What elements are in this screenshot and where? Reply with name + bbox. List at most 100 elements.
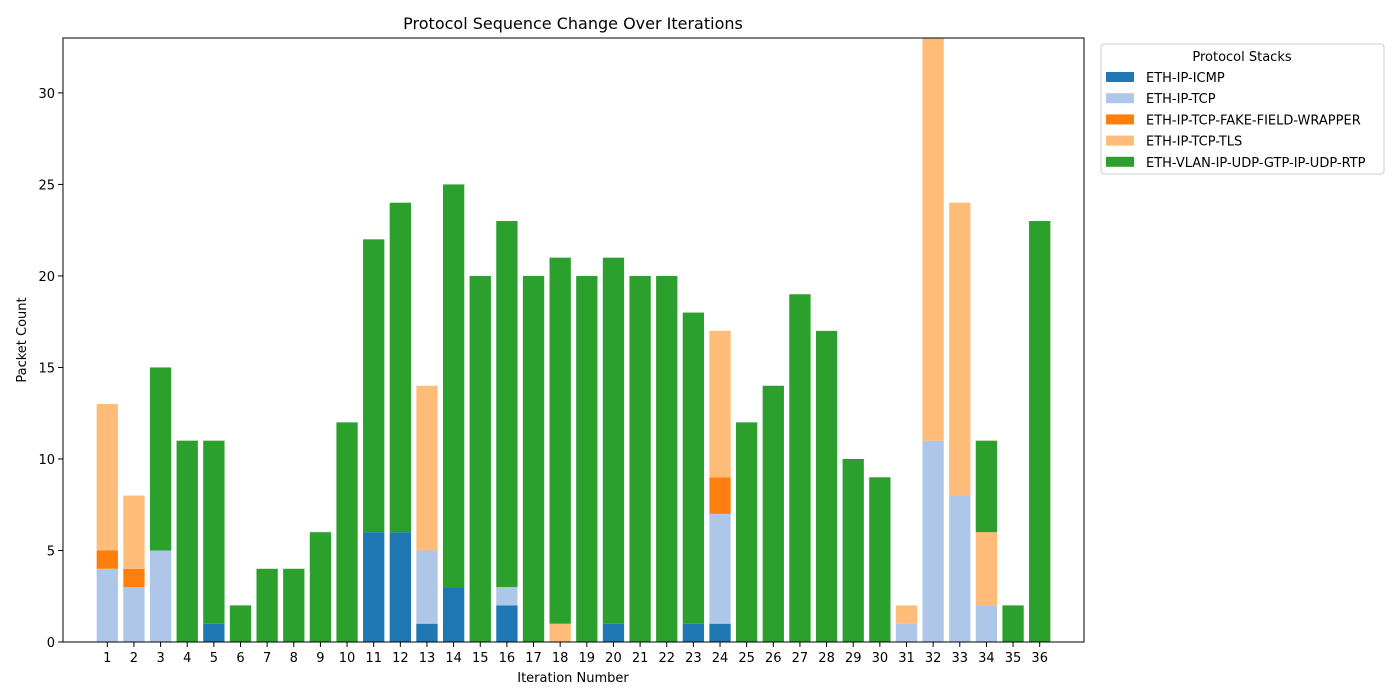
x-tick-label: 6: [236, 651, 244, 666]
bar-iter-16-series-0: [496, 605, 518, 642]
bar-iter-14-series-0: [442, 587, 465, 642]
x-tick-label: 19: [579, 651, 596, 666]
x-tick-label: 15: [472, 651, 489, 666]
bar-iter-3-series-4: [149, 367, 172, 551]
x-tick-label: 11: [365, 651, 382, 666]
x-tick-label: 18: [552, 651, 569, 666]
bar-iter-18-series-4: [549, 257, 571, 624]
legend-swatch-2: [1106, 114, 1134, 125]
x-tick-label: 26: [765, 651, 782, 666]
bar-iter-1-series-3: [96, 404, 118, 551]
x-tick-label: 34: [978, 651, 995, 666]
bar-iter-23-series-0: [682, 623, 705, 642]
legend-box: [1100, 43, 1385, 175]
bar-iter-8-series-4: [283, 568, 305, 642]
legend-label-4: ETH-VLAN-IP-UDP-GTP-IP-UDP-RTP: [1146, 156, 1366, 171]
bar-iter-15-series-4: [469, 275, 491, 642]
x-axis: 1 2 3 4 5 6 7 8 9 10 11 12 13 14 15 16 17 18 19 20 21 22 23 24 2…: [103, 642, 1048, 666]
y-tick-label: 30: [38, 87, 55, 102]
bar-iter-11-series-4: [363, 239, 385, 533]
bar-iter-10-series-4: [336, 422, 358, 642]
bar-iter-1-series-1: [96, 568, 118, 642]
bar-iter-33-series-1: [949, 495, 971, 642]
bar-iter-30-series-4: [869, 477, 891, 642]
x-tick-label: 8: [290, 651, 298, 666]
x-tick-label: 29: [845, 651, 862, 666]
x-tick-label: 22: [658, 651, 675, 666]
bar-iter-13-series-0: [416, 623, 438, 642]
y-tick-label: 10: [38, 453, 55, 468]
y-axis-title: Packet Count: [15, 297, 30, 382]
x-tick-label: 10: [339, 651, 356, 666]
legend-swatch-4: [1106, 156, 1134, 167]
y-tick-label: 5: [47, 544, 55, 559]
x-tick-label: 9: [316, 651, 324, 666]
x-tick-label: 2: [130, 651, 138, 666]
bar-iter-27-series-4: [789, 294, 811, 642]
y-tick-label: 25: [38, 178, 55, 193]
legend-swatch-0: [1106, 72, 1134, 82]
bar-iter-2-series-3: [123, 495, 145, 569]
x-tick-label: 16: [499, 651, 516, 666]
bar-iter-35-series-4: [1002, 605, 1024, 642]
y-axis: 0 5 10 15 20 25 30: [38, 87, 63, 651]
bar-iter-31-series-1: [895, 623, 918, 642]
bar-iter-34-series-4: [975, 440, 998, 533]
x-tick-label: 13: [419, 651, 436, 666]
x-tick-label: 1: [103, 651, 111, 666]
bar-iter-12-series-4: [389, 202, 411, 533]
bar-iter-16-series-4: [496, 221, 518, 588]
bar-iter-31-series-3: [895, 605, 918, 624]
x-tick-label: 28: [818, 651, 835, 666]
x-tick-label: 4: [183, 651, 191, 666]
legend: Protocol Stacks ETH-IP-ICMPETH-IP-TCPETH…: [1100, 43, 1385, 175]
plot-frame: [62, 37, 1085, 643]
bar-iter-13-series-1: [416, 550, 438, 624]
x-tick-label: 24: [712, 651, 729, 666]
bar-iter-25-series-4: [736, 422, 758, 642]
bar-iter-21-series-4: [629, 275, 651, 642]
x-tick-label: 17: [525, 651, 542, 666]
bar-iter-34-series-1: [975, 605, 998, 642]
y-tick-label: 0: [47, 636, 55, 651]
legend-label-2: ETH-IP-TCP-FAKE-FIELD-WRAPPER: [1146, 113, 1361, 128]
bar-iter-20-series-0: [602, 623, 625, 642]
bar-iter-12-series-0: [389, 532, 411, 642]
bar-iter-26-series-4: [762, 385, 784, 642]
bar-iter-2-series-2: [123, 568, 145, 588]
bar-iter-7-series-4: [256, 568, 278, 642]
bar-iter-32-series-3: [922, 38, 944, 441]
x-tick-label: 3: [156, 651, 164, 666]
x-tick-label: 20: [605, 651, 622, 666]
bar-iter-24-series-0: [709, 623, 731, 642]
bar-iter-22-series-4: [656, 275, 678, 642]
y-tick-label: 20: [38, 270, 55, 285]
bar-iter-32-series-1: [922, 440, 944, 642]
y-tick-label: 15: [38, 361, 55, 376]
bar-iter-17-series-4: [522, 275, 545, 642]
x-tick-label: 36: [1031, 651, 1048, 666]
bar-iter-3-series-1: [149, 550, 172, 642]
x-tick-label: 12: [392, 651, 409, 666]
x-tick-label: 35: [1005, 651, 1022, 666]
legend-label-3: ETH-IP-TCP-TLS: [1146, 135, 1242, 150]
x-tick-label: 7: [263, 651, 271, 666]
bar-iter-24-series-2: [709, 477, 731, 514]
bar-iter-23-series-4: [682, 312, 705, 624]
bar-iter-29-series-4: [842, 458, 864, 642]
bar-iter-20-series-4: [602, 257, 625, 624]
x-tick-label: 27: [792, 651, 809, 666]
legend-label-0: ETH-IP-ICMP: [1146, 71, 1225, 86]
bar-iter-5-series-0: [203, 623, 225, 642]
x-tick-label: 21: [632, 651, 649, 666]
bar-iter-11-series-0: [363, 532, 385, 642]
chart-title: Protocol Sequence Change Over Iterations: [403, 14, 743, 33]
bar-iter-13-series-3: [416, 385, 438, 551]
x-axis-title: Iteration Number: [517, 671, 629, 686]
legend-swatch-1: [1106, 93, 1134, 104]
bar-iter-24-series-1: [709, 513, 731, 624]
bar-iter-14-series-4: [442, 184, 465, 588]
bar-iter-5-series-4: [203, 440, 225, 624]
legend-title: Protocol Stacks: [1192, 50, 1292, 65]
